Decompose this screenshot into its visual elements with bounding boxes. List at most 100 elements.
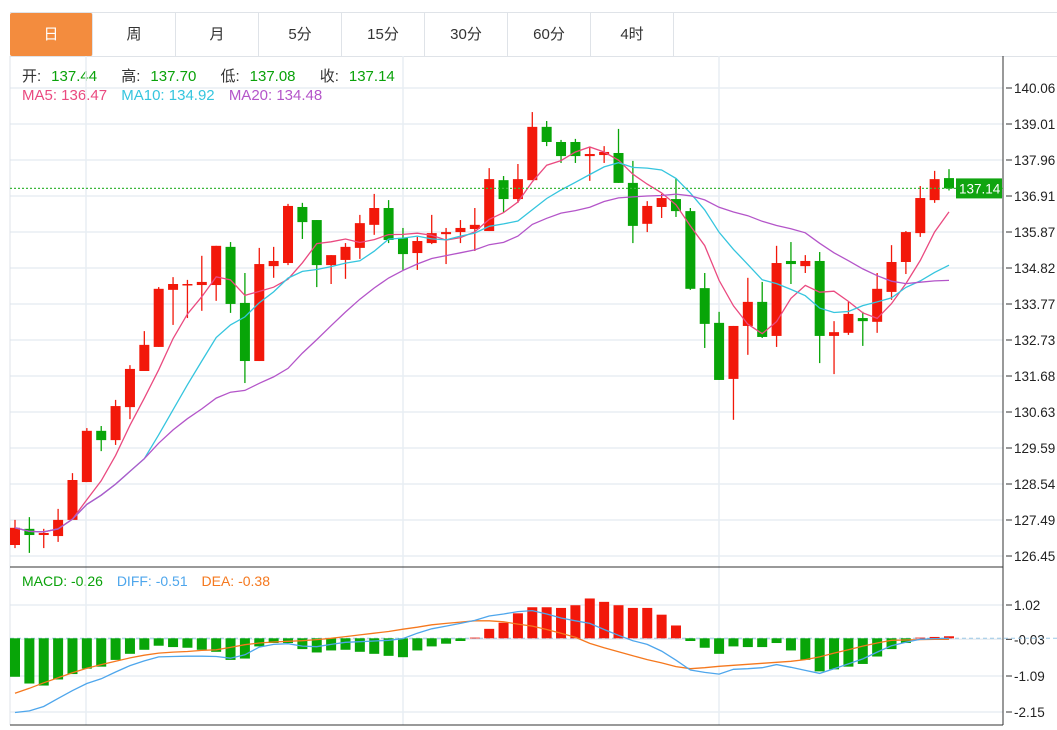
candle-body bbox=[742, 301, 753, 326]
macd-bar bbox=[239, 638, 250, 659]
macd-bar bbox=[441, 638, 452, 644]
price-tick-label: 133.77 bbox=[1014, 297, 1055, 312]
candle-body bbox=[599, 151, 610, 156]
macd-bar bbox=[168, 638, 179, 648]
macd-bar bbox=[24, 638, 35, 684]
candle-body bbox=[785, 260, 796, 265]
candle-body bbox=[383, 208, 394, 240]
tab-5[interactable]: 30分 bbox=[425, 13, 508, 56]
ma10-line bbox=[14, 162, 950, 533]
macd-legend: MACD: -0.26 DIFF: -0.51 DEA: -0.38 bbox=[22, 573, 280, 589]
macd-bar bbox=[311, 638, 322, 653]
macd-bar bbox=[182, 638, 193, 648]
candle-body bbox=[24, 528, 35, 536]
macd-bar bbox=[484, 628, 495, 639]
macd-bar bbox=[642, 607, 653, 639]
macd-tick-label: -0.03 bbox=[1014, 632, 1045, 647]
macd-bar bbox=[915, 637, 926, 639]
candle-body bbox=[268, 260, 279, 267]
macd-bar bbox=[268, 638, 279, 644]
candle-body bbox=[900, 232, 911, 262]
ohlc-legend: 开: 137.44 高: 137.70 低: 137.08 收: 137.14 bbox=[22, 65, 415, 86]
tab-7[interactable]: 4时 bbox=[591, 13, 674, 56]
macd-bar bbox=[225, 638, 236, 660]
candle-body bbox=[254, 264, 265, 362]
macd-bar bbox=[613, 605, 624, 639]
macd-bar bbox=[455, 638, 466, 641]
macd-bar bbox=[886, 638, 897, 650]
candle-body bbox=[326, 255, 337, 266]
macd-bar bbox=[627, 607, 638, 639]
macd-tick-label: -2.15 bbox=[1014, 705, 1045, 720]
tab-1[interactable]: 周 bbox=[93, 13, 176, 56]
price-tick-label: 135.87 bbox=[1014, 225, 1055, 240]
tab-2[interactable]: 月 bbox=[176, 13, 259, 56]
high-value: 137.70 bbox=[150, 68, 197, 85]
candle-body bbox=[699, 288, 710, 324]
macd-bar bbox=[728, 638, 739, 647]
candle-body bbox=[81, 430, 92, 483]
tab-3[interactable]: 5分 bbox=[259, 13, 342, 56]
macd-bar bbox=[843, 638, 854, 667]
candle-body bbox=[771, 263, 782, 336]
close-label: 收: bbox=[319, 68, 339, 85]
candle-body bbox=[469, 224, 480, 229]
candle-body bbox=[829, 332, 840, 336]
macd-bar bbox=[196, 638, 207, 650]
candle-body bbox=[570, 141, 581, 157]
macd-bar bbox=[771, 638, 782, 644]
candle-body bbox=[67, 480, 78, 520]
candle-body bbox=[455, 227, 466, 233]
candle-body bbox=[10, 527, 20, 545]
candle-body bbox=[38, 532, 49, 536]
macd-bar bbox=[685, 638, 696, 641]
candle-body bbox=[843, 313, 854, 333]
open-label: 开: bbox=[22, 68, 42, 85]
tab-0[interactable]: 日 bbox=[10, 13, 93, 56]
candle-body bbox=[512, 179, 523, 200]
macd-bar bbox=[67, 638, 78, 675]
macd-bar bbox=[53, 638, 64, 680]
candle-body bbox=[283, 205, 294, 264]
candle-body bbox=[426, 233, 437, 244]
period-tabs: 日周月 5分 15分 30分 60分 4时 bbox=[10, 12, 1057, 57]
price-tick-label: 131.68 bbox=[1014, 369, 1055, 384]
candle-body bbox=[527, 126, 538, 181]
candle-body bbox=[211, 245, 222, 286]
candle-body bbox=[96, 430, 107, 441]
candle-body bbox=[642, 205, 653, 224]
macd-bar bbox=[211, 638, 222, 652]
macd-bar bbox=[742, 638, 753, 648]
candle-body bbox=[153, 288, 164, 347]
macd-bar bbox=[714, 638, 725, 654]
macd-bar bbox=[814, 638, 825, 672]
macd-bar bbox=[785, 638, 796, 651]
ma10-legend: MA10: 134.92 bbox=[121, 87, 215, 104]
macd-bar bbox=[527, 607, 538, 639]
price-tick-label: 134.82 bbox=[1014, 261, 1055, 276]
macd-bar bbox=[383, 638, 394, 656]
candle-body bbox=[613, 152, 624, 183]
candle-body bbox=[397, 237, 408, 255]
macd-bar bbox=[254, 638, 265, 647]
candle-body bbox=[656, 198, 667, 207]
macd-bar bbox=[800, 638, 811, 660]
candle-body bbox=[239, 302, 250, 362]
macd-bar bbox=[929, 636, 940, 639]
candle-body bbox=[182, 284, 193, 286]
macd-bar bbox=[584, 598, 595, 639]
price-tick-label: 129.59 bbox=[1014, 441, 1055, 456]
macd-bar bbox=[670, 625, 681, 639]
macd-bar bbox=[857, 638, 868, 664]
candle-body bbox=[354, 223, 365, 248]
candle-body bbox=[670, 199, 681, 212]
diff-line bbox=[14, 609, 950, 714]
tab-4[interactable]: 15分 bbox=[342, 13, 425, 56]
macd-bar bbox=[699, 638, 710, 648]
price-tick-label: 140.06 bbox=[1014, 81, 1055, 96]
tab-6[interactable]: 60分 bbox=[508, 13, 591, 56]
macd-bar bbox=[397, 638, 408, 658]
candle-body bbox=[872, 288, 883, 322]
macd-bar bbox=[498, 622, 509, 639]
